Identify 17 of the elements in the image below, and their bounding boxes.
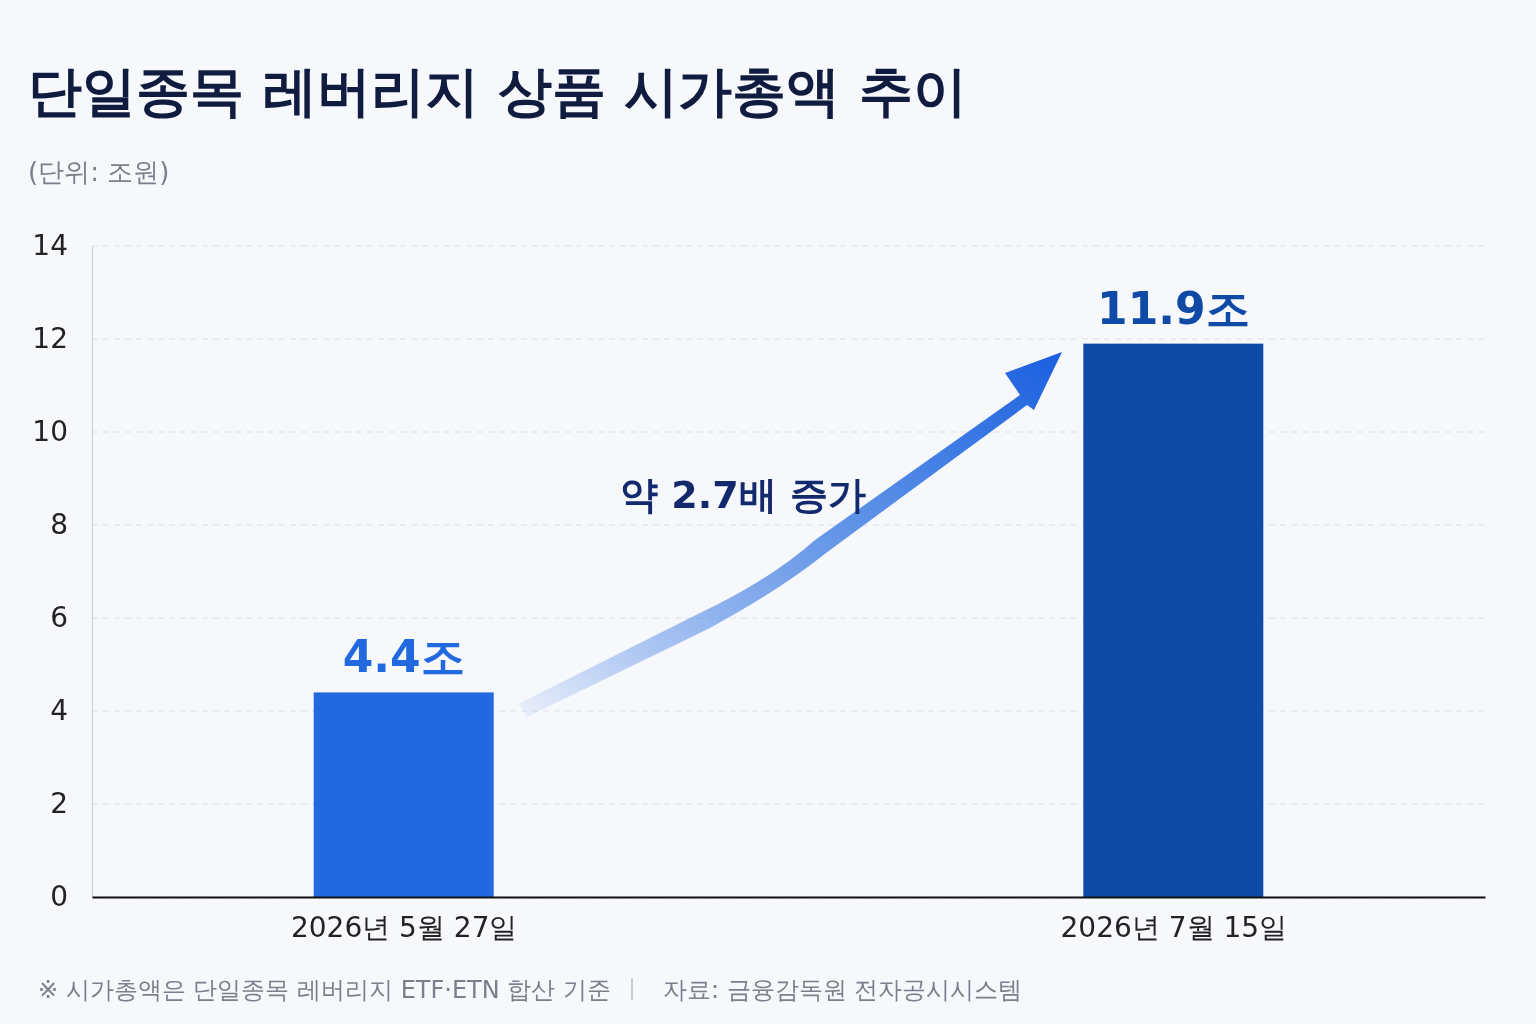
chart-subtitle: (단위: 조원) [28, 157, 170, 187]
y-tick-label: 14 [32, 229, 68, 263]
x-tick-label: 2026년 5월 27일 [290, 910, 518, 944]
y-tick-label: 12 [32, 322, 68, 356]
y-tick-label: 6 [50, 601, 68, 635]
data-label: 4.4조 [342, 631, 465, 683]
text: 자료: 금융감독원 전자공시시스템 [663, 976, 1023, 1004]
y-tick-label: 4 [50, 694, 68, 728]
data-label: 11.9조 [1097, 282, 1250, 334]
x-tick-label: 2026년 7월 15일 [1060, 910, 1288, 944]
y-tick-label: 8 [50, 508, 68, 542]
chart-title: 단일종목 레버리지 상품 시가총액 추이 [28, 60, 968, 123]
y-tick-label: 0 [50, 880, 68, 914]
text: ※ 시가총액은 단일종목 레버리지 ETF·ETN 합산 기준 [38, 976, 611, 1004]
annotation: 약 2.7배 증가 [620, 473, 866, 517]
y-tick-label: 10 [32, 415, 68, 449]
y-tick-label: 2 [50, 787, 68, 821]
